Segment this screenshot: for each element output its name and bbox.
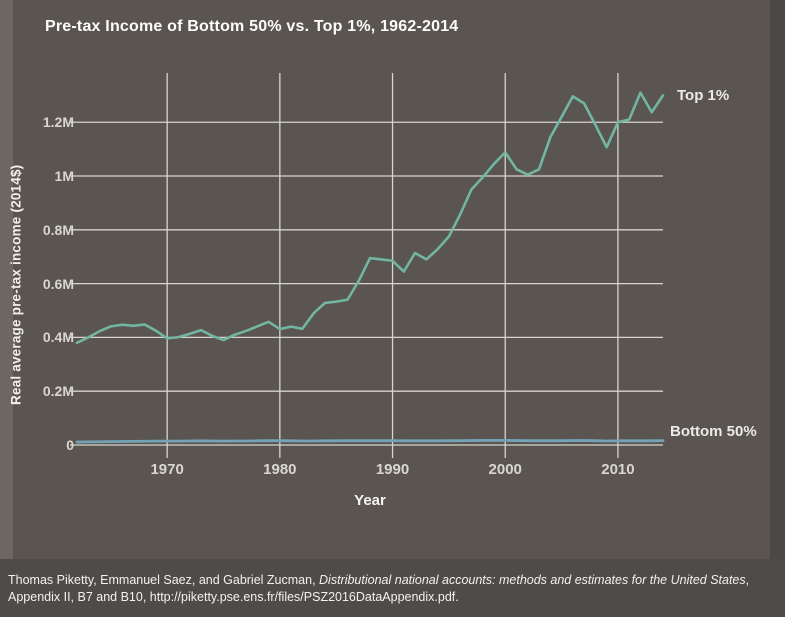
y-axis-tick-label: 0.2M	[42, 383, 74, 400]
citation-segment: , Appendix II, B7 and B10, http://pikett…	[8, 573, 750, 604]
footer-citation: Thomas Piketty, Emmanuel Saez, and Gabri…	[0, 559, 785, 617]
x-axis-tick-label: 1980	[263, 461, 297, 478]
y-axis-tick-label: 0.4M	[42, 329, 74, 346]
x-axis-title: Year	[354, 492, 386, 509]
y-axis-tick-label: 0.8M	[42, 221, 74, 238]
top1-line	[75, 91, 665, 345]
top1-series-label: Top 1%	[677, 87, 730, 104]
left-edge-strip	[0, 0, 13, 559]
y-axis-tick-label: 1.2M	[42, 114, 74, 131]
y-axis-tick-label: 0.6M	[42, 275, 74, 292]
x-axis-tick-label: 1970	[150, 461, 184, 478]
chart-title: Pre-tax Income of Bottom 50% vs. Top 1%,…	[45, 18, 459, 35]
x-axis-tick-label: 2000	[488, 461, 522, 478]
x-axis-tick-label: 2010	[601, 461, 635, 478]
bottom50-series-label: Bottom 50%	[670, 423, 757, 440]
y-axis-tick-label: 0	[66, 437, 74, 453]
plot-svg	[70, 73, 665, 458]
y-axis-tick-label: 1M	[54, 168, 74, 185]
citation-segment: Distributional national accounts: method…	[319, 573, 746, 587]
citation-segment: Thomas Piketty, Emmanuel Saez, and Gabri…	[8, 573, 320, 587]
right-edge-strip	[770, 0, 785, 559]
x-axis-tick-label: 1990	[375, 461, 410, 478]
bottom50-line	[75, 439, 665, 444]
